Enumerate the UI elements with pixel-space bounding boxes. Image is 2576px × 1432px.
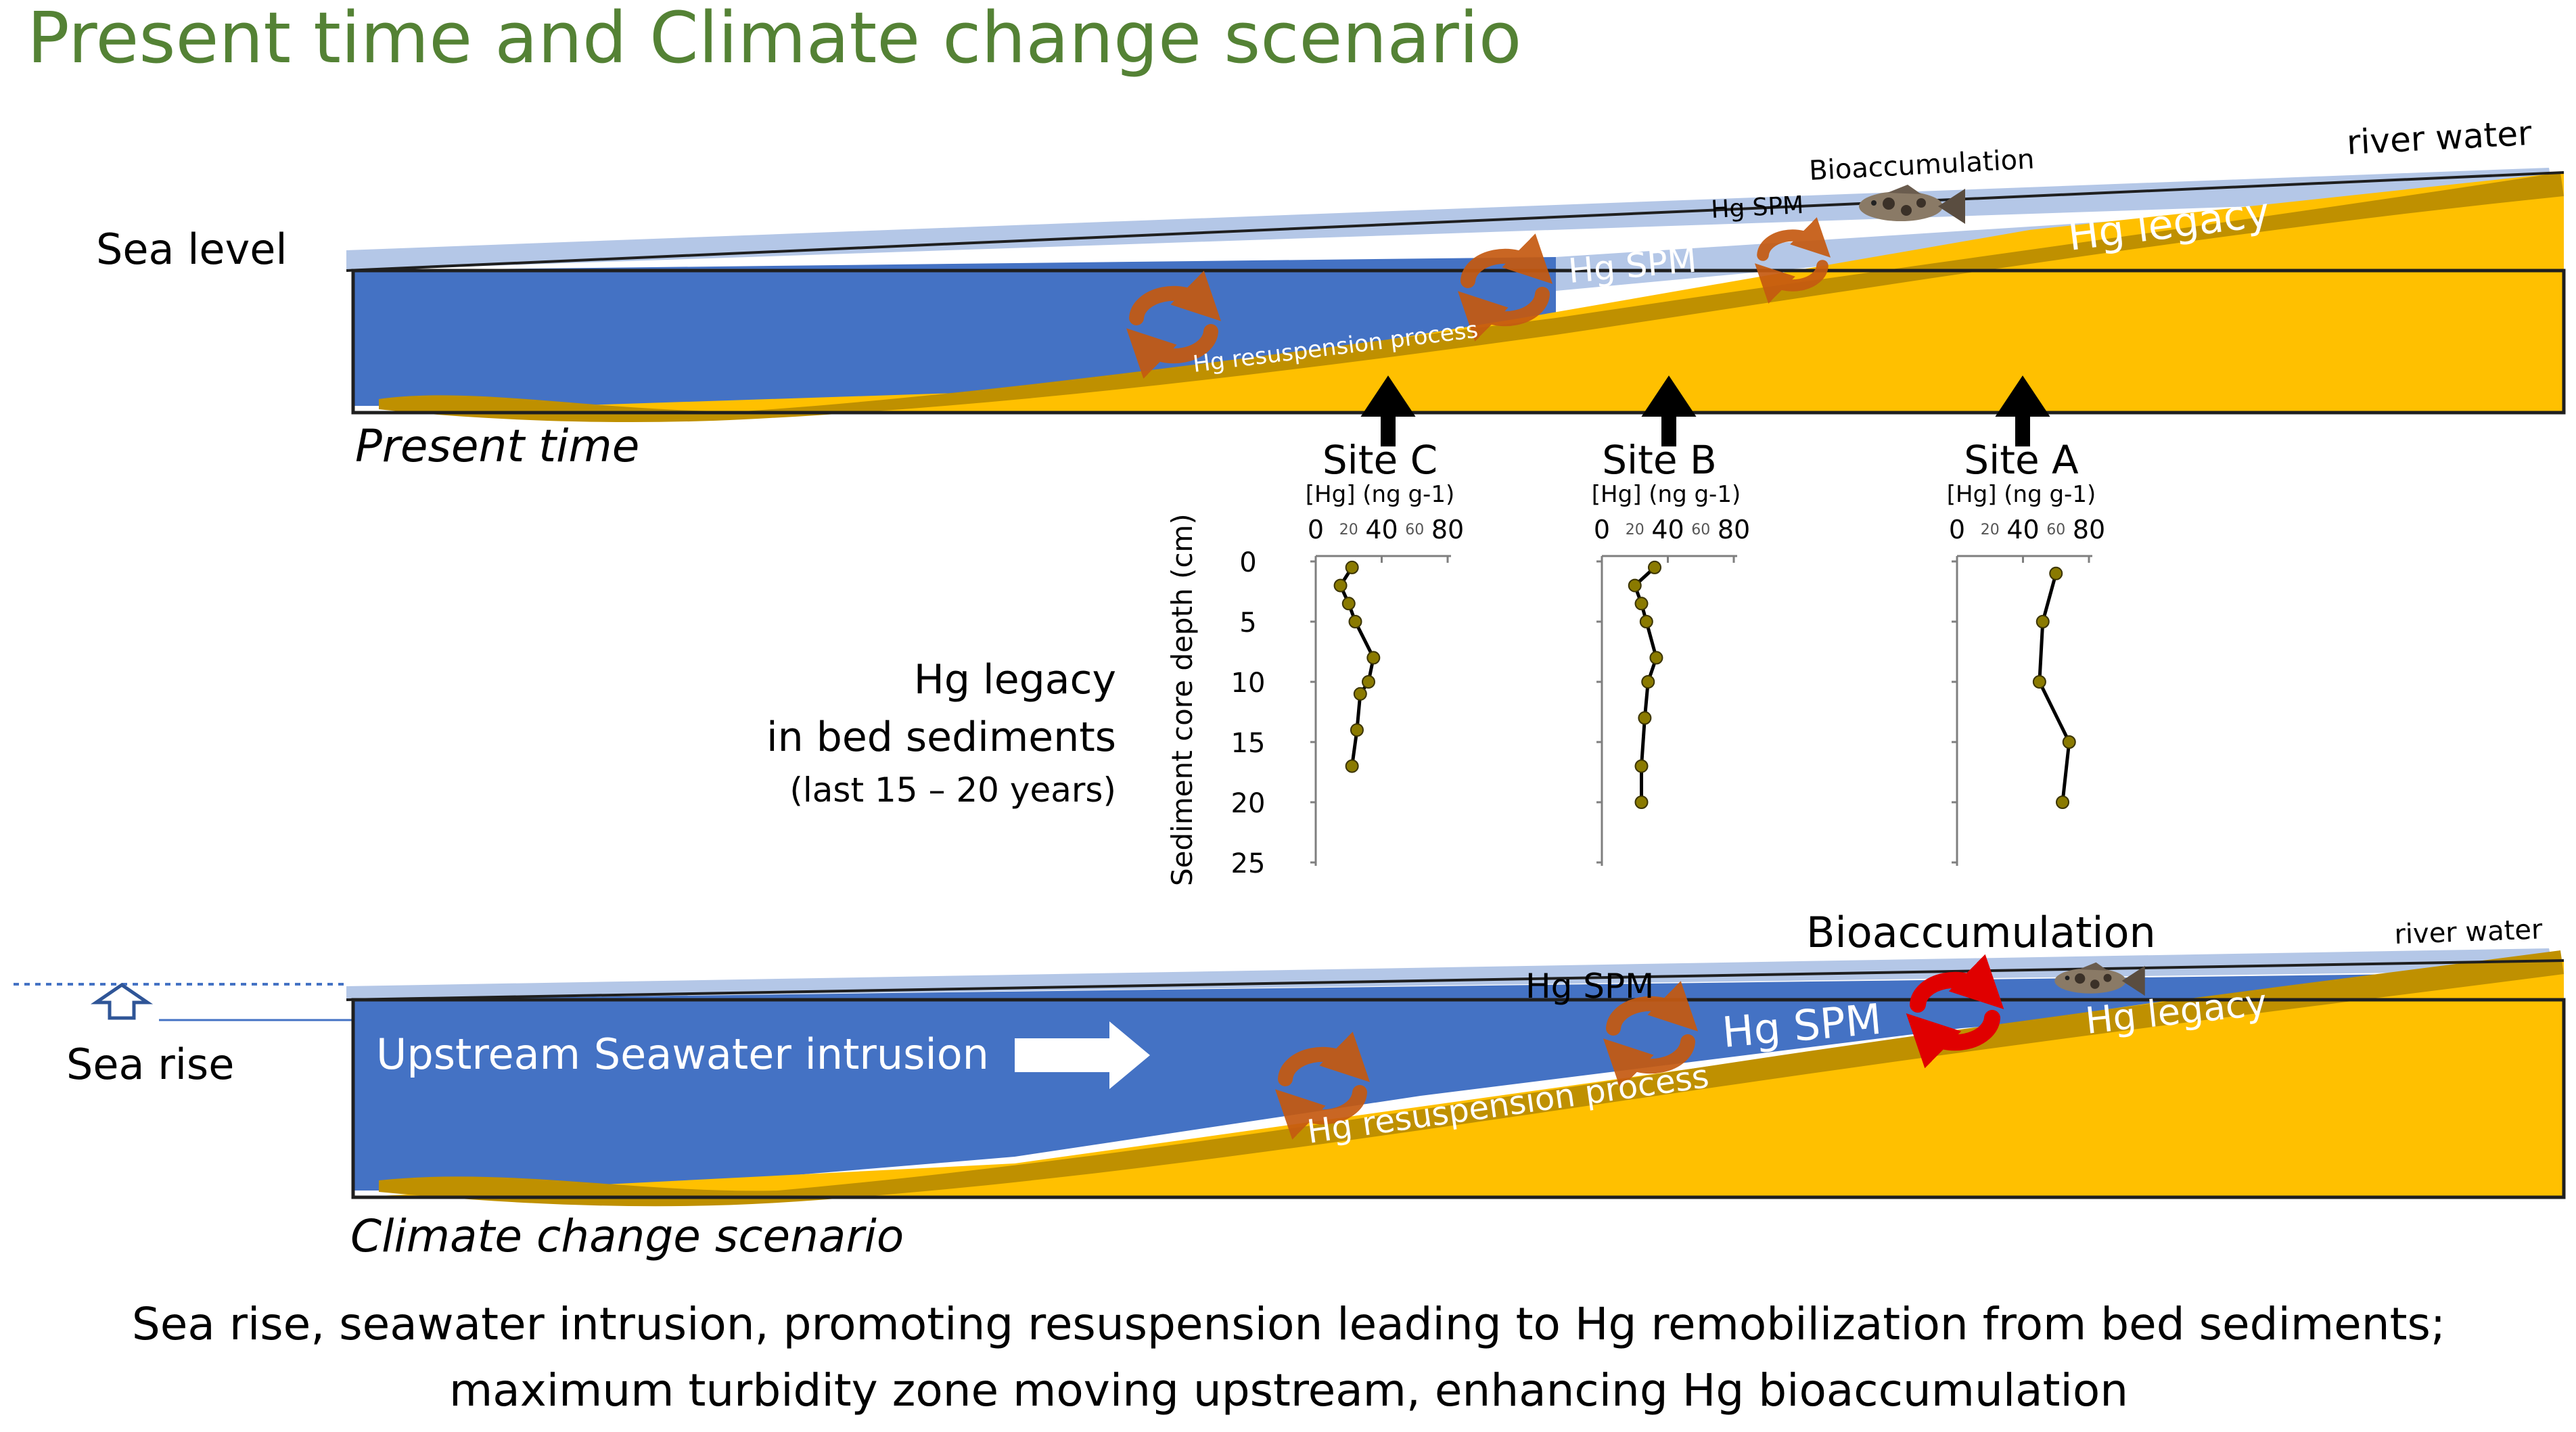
core-panel-site-c: Site C[Hg] (ng g-1) 0 40 80 20 60	[1306, 437, 1464, 866]
core-data-point	[1362, 675, 1375, 689]
climate-panel: Sea rise river water Bioaccumulation Hg …	[14, 908, 2566, 1262]
x-axis-label: [Hg] (ng g-1)	[1306, 481, 1454, 508]
x-tick-label: 80	[2073, 515, 2105, 545]
depth-tick-label: 25	[1231, 848, 1266, 879]
climate-intrusion-label: Upstream Seawater intrusion	[376, 1030, 989, 1079]
x-minor-tick-label: 60	[1691, 522, 1710, 538]
depth-tick-label: 10	[1231, 668, 1266, 699]
present-river-water-label: river water	[2346, 114, 2533, 162]
cores-side-label-1: Hg legacy	[914, 656, 1116, 703]
depth-tick-label: 0	[1239, 547, 1256, 578]
x-minor-tick-label: 60	[1405, 522, 1424, 538]
present-sediment-legacy	[353, 172, 2564, 413]
x-minor-tick-label: 20	[1981, 522, 2000, 538]
site-b-arrow-icon	[1641, 375, 1697, 446]
core-data-point	[1634, 795, 1649, 809]
depth-tick-label: 5	[1239, 607, 1256, 639]
caption-line-1: Sea rise, seawater intrusion, promoting …	[132, 1298, 2445, 1350]
sediment-cores: Hg legacy in bed sediments (last 15 – 20…	[766, 437, 2105, 886]
x-minor-tick-label: 60	[2046, 522, 2065, 538]
site-c-arrow-icon	[1360, 375, 1416, 446]
x-axis-label: [Hg] (ng g-1)	[1592, 481, 1741, 508]
climate-frame	[351, 998, 2566, 1199]
depth-tick-label: 20	[1231, 788, 1266, 819]
depth-tick-label: 15	[1231, 728, 1266, 759]
present-scenario-label: Present time	[355, 420, 639, 472]
climate-river-water-label: river water	[2394, 914, 2544, 950]
core-data-point	[1333, 578, 1348, 593]
caption-line-2: maximum turbidity zone moving upstream, …	[449, 1364, 2128, 1416]
core-panel-site-a: Site A[Hg] (ng g-1) 0 40 80 20 60	[1947, 437, 2105, 866]
core-data-point	[1341, 597, 1356, 611]
site-title: Site A	[1964, 437, 2079, 483]
core-data-point	[1348, 615, 1362, 628]
x-minor-tick-label: 20	[1626, 522, 1644, 538]
x-tick-label: 40	[1365, 515, 1398, 545]
x-minor-tick-label: 20	[1339, 522, 1358, 538]
core-data-point	[1641, 675, 1655, 689]
cores-y-axis-label: Sediment core depth (cm)	[1166, 513, 1199, 886]
core-data-point	[1628, 578, 1642, 593]
climate-scenario-label: Climate change scenario	[350, 1210, 904, 1262]
x-tick-label: 40	[2006, 515, 2039, 545]
core-data-point	[1353, 687, 1367, 701]
cores-side-label-3: (last 15 – 20 years)	[789, 770, 1116, 810]
x-tick-label: 80	[1718, 515, 1750, 545]
core-data-point	[1345, 560, 1359, 574]
core-profile-line	[2038, 573, 2071, 803]
core-data-point	[2056, 795, 2069, 809]
present-panel: Sea level river water Bioaccumulation Hg…	[96, 114, 2566, 472]
core-data-point	[1639, 615, 1653, 628]
core-data-point	[1345, 759, 1359, 773]
site-title: Site C	[1322, 437, 1438, 483]
core-data-point	[2049, 566, 2063, 580]
climate-surface-water	[346, 948, 2554, 1000]
core-panel-site-b: Site B[Hg] (ng g-1) 0 40 80 20 60	[1592, 437, 1750, 866]
x-tick-label: 0	[1949, 515, 1965, 545]
climate-sea-water	[353, 974, 2408, 1191]
core-data-point	[1634, 759, 1649, 773]
site-title: Site B	[1602, 437, 1717, 483]
core-data-point	[1649, 651, 1663, 665]
present-hg-spm-small-label: Hg SPM	[1710, 191, 1804, 224]
main-title: Present time and Climate change scenario	[27, 0, 1521, 79]
present-bioaccumulation-label: Bioaccumulation	[1808, 144, 2035, 187]
climate-sediment-legacy	[353, 961, 2564, 1197]
x-tick-label: 40	[1651, 515, 1684, 545]
x-tick-label: 0	[1308, 515, 1324, 545]
cores-y-ticks: 0 5 10 15 20 25	[1231, 547, 1266, 879]
core-data-point	[1350, 723, 1364, 737]
x-tick-label: 0	[1594, 515, 1610, 545]
cores-side-label-2: in bed sediments	[766, 714, 1116, 761]
core-data-point	[1366, 651, 1381, 665]
site-arrows	[1360, 375, 2050, 446]
x-tick-label: 80	[1431, 515, 1464, 545]
core-data-point	[2036, 615, 2050, 628]
present-hg-spm-label: Hg SPM	[1567, 241, 1699, 291]
core-data-point	[1634, 597, 1649, 611]
climate-bioaccumulation-label: Bioaccumulation	[1806, 908, 2156, 957]
climate-hg-spm-small-label: Hg SPM	[1525, 967, 1654, 1006]
present-frame	[351, 269, 2566, 415]
x-axis-label: [Hg] (ng g-1)	[1947, 481, 2096, 508]
core-data-point	[2062, 735, 2076, 749]
site-a-arrow-icon	[1995, 375, 2050, 446]
climate-sea-rise-label: Sea rise	[66, 1040, 234, 1089]
core-data-point	[2032, 675, 2046, 689]
intrusion-arrow-icon	[1015, 1021, 1150, 1089]
core-data-point	[1638, 711, 1652, 725]
core-data-point	[1648, 560, 1661, 574]
present-sea-level-label: Sea level	[96, 225, 288, 274]
